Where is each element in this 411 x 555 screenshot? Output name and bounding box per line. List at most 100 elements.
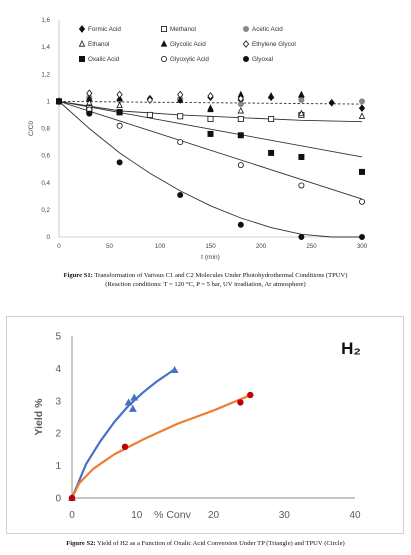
data-point	[237, 162, 244, 169]
series-tpuv	[68, 391, 254, 502]
trend-line-3	[58, 100, 363, 158]
x-tick-label: 0	[69, 510, 75, 521]
data-point	[237, 221, 244, 228]
data-point	[116, 90, 123, 99]
y-tick-label: 1,2	[41, 71, 50, 78]
data-point	[56, 98, 63, 105]
y-axis-label: Yield %	[33, 398, 45, 436]
data-point	[268, 116, 275, 123]
data-point	[358, 233, 365, 240]
legend-item-acetic-acid: Acetic Acid	[242, 25, 283, 33]
y-tick-label: 2	[55, 429, 61, 440]
data-point	[298, 109, 305, 117]
data-point	[207, 92, 214, 100]
legend-item-ethanol: Ethanol	[78, 40, 109, 48]
series-ethylene-glycol	[55, 89, 244, 106]
data-point	[358, 198, 365, 205]
legend-label: Ethanol	[88, 41, 109, 48]
legend-item-formic-acid: Formic Acid	[78, 25, 121, 33]
x-axis-label: t (min)	[201, 254, 220, 261]
data-point	[116, 101, 123, 109]
data-point	[86, 94, 93, 102]
data-point	[124, 398, 133, 406]
x-tick-label: 30	[279, 510, 291, 521]
y-tick-label: 4	[55, 364, 61, 375]
data-point	[176, 96, 184, 103]
data-point	[116, 159, 123, 166]
data-point	[128, 404, 137, 412]
legend-label: Glycolic Acid	[170, 41, 206, 48]
legend-item-glyoxal: Glyoxal	[242, 56, 273, 63]
data-point	[146, 111, 153, 118]
caption-s1-text: Transformation of Various C1 and C2 Mole…	[94, 272, 348, 279]
data-point	[177, 139, 184, 146]
legend-item-ethylene-glycol: Ethylene Glycol	[242, 40, 296, 48]
legend-label: Oxalic Acid	[88, 56, 120, 63]
x-tick-label: 300	[357, 243, 368, 250]
data-point	[298, 182, 305, 189]
x-tick-label: 0	[57, 243, 61, 250]
data-point	[116, 122, 123, 129]
x-tick-label: 10	[131, 510, 143, 521]
x-tick-label: 40	[349, 510, 361, 521]
legend-marker	[78, 40, 86, 47]
data-point	[298, 90, 305, 98]
x-axis-label: % Conv	[154, 509, 192, 521]
y-tick-label: 1	[55, 461, 61, 472]
trend-line-4	[58, 100, 363, 200]
data-point	[298, 97, 305, 104]
legend-marker	[160, 25, 167, 32]
legend-marker	[242, 25, 249, 32]
y-tick-label: 1,4	[41, 44, 50, 51]
legend-marker	[242, 56, 249, 63]
data-point	[237, 132, 244, 139]
data-point	[177, 191, 184, 198]
x-tick-label: 100	[155, 243, 166, 250]
series-glyoxal	[56, 98, 365, 240]
data-point	[298, 233, 305, 240]
trend-line-5	[58, 101, 362, 238]
caption-s2-label: Figure S2:	[66, 540, 96, 547]
chart-s1: 0 0,2 0,4 0,6 0,8 1 1,2 1,4 1,6 0 50 100 150 200 250 30…	[28, 17, 368, 261]
data-point	[328, 98, 335, 107]
series-tp	[68, 366, 179, 501]
figure-s2-frame	[6, 316, 404, 534]
data-point	[146, 96, 154, 104]
chart-s2: 0 1 2 3 4 5 0 10 20 30 40 % Conv Yield % H₂	[33, 332, 361, 522]
data-point	[298, 153, 305, 160]
data-point	[170, 366, 179, 374]
caption-s2-text: Yield of H2 as a Function of Oxalic Acid…	[97, 540, 345, 547]
legend-marker	[78, 25, 86, 33]
data-point	[86, 98, 93, 106]
data-point	[358, 98, 365, 105]
legend-label: Acetic Acid	[252, 26, 283, 33]
data-point	[177, 90, 184, 99]
data-point	[207, 116, 214, 123]
data-point	[177, 113, 184, 120]
data-point	[207, 105, 214, 113]
data-point	[121, 443, 129, 451]
data-point	[358, 168, 365, 175]
y-tick-label: 0,8	[41, 126, 50, 133]
caption-s2: Figure S2: Yield of H2 as a Function of …	[0, 540, 411, 549]
y-axis-label: C/C0	[28, 121, 35, 136]
data-point	[358, 104, 366, 112]
chart-title: H₂	[341, 339, 361, 358]
legend-marker	[160, 56, 167, 63]
data-point	[86, 110, 93, 117]
data-point	[358, 112, 366, 119]
y-tick-label: 1,6	[41, 17, 50, 24]
fit-line	[70, 368, 176, 499]
legend-item-methanol: Methanol	[160, 25, 196, 33]
y-tick-label: 3	[55, 396, 61, 407]
data-point	[68, 494, 76, 502]
data-point	[207, 130, 214, 137]
caption-s1-label: Figure S1:	[63, 272, 93, 279]
x-tick-label: 50	[106, 243, 113, 250]
series-glyoxylic-acid	[56, 98, 365, 205]
y-tick-label: 0	[55, 494, 61, 505]
x-tick-label: 150	[205, 243, 216, 250]
data-point	[130, 393, 139, 401]
caption-s1-line2: (Reaction conditions: T = 120 °C, P = 5 …	[105, 280, 306, 288]
legend-label: Glyoxal	[252, 56, 273, 63]
